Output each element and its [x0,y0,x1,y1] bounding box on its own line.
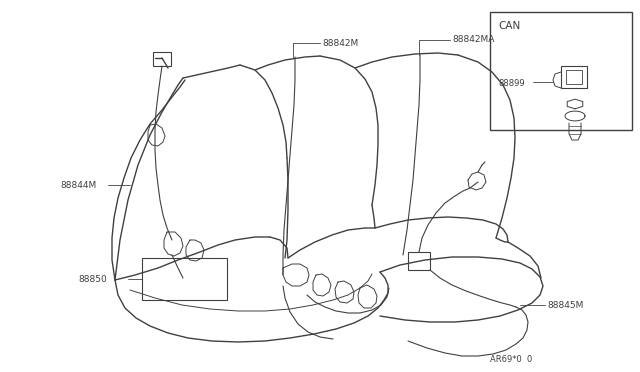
Text: 88899: 88899 [498,80,525,89]
Bar [566,70,582,84]
Bar [153,52,171,66]
Text: CAN: CAN [498,21,520,31]
Bar [142,258,227,300]
Text: 88845M: 88845M [547,301,584,310]
Text: 88842M: 88842M [322,38,358,48]
Bar [490,12,632,130]
Text: AR69*0  0: AR69*0 0 [490,356,532,365]
Bar [408,252,430,270]
Text: 88850: 88850 [78,275,107,283]
Bar [561,66,587,88]
Text: 88842MA: 88842MA [452,35,494,45]
Text: 88844M: 88844M [60,180,96,189]
